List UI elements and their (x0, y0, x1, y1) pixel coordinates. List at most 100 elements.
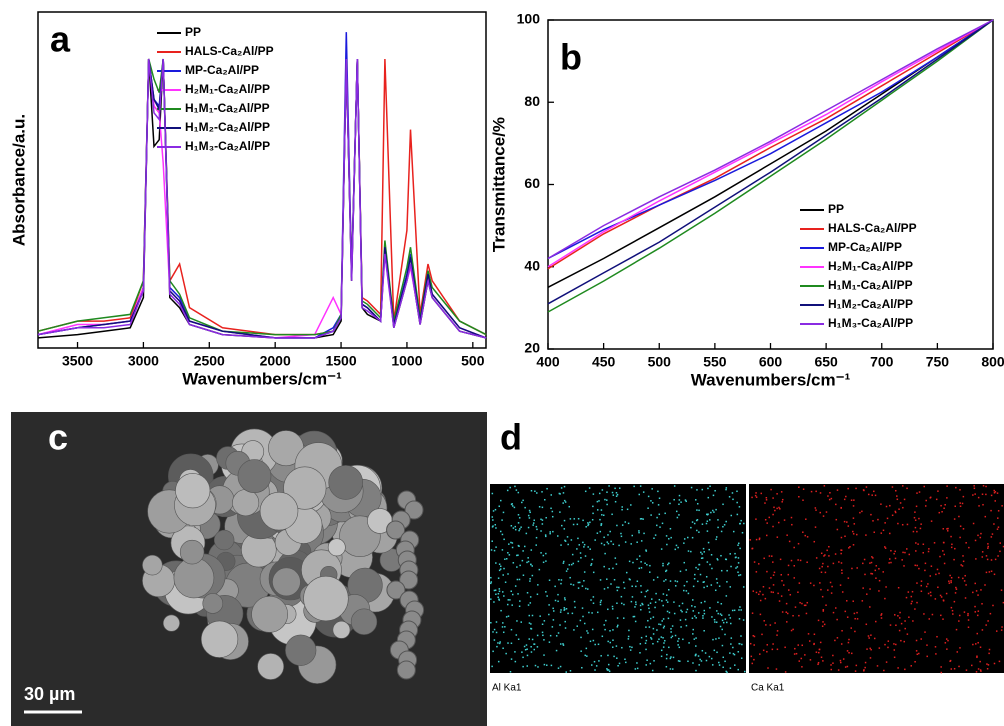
eds-dot (552, 619, 555, 621)
eds-dot (498, 590, 501, 593)
eds-dot (678, 637, 680, 640)
eds-dot (583, 571, 586, 573)
eds-dot (611, 491, 614, 494)
eds-dot (687, 660, 689, 663)
eds-dot (830, 668, 833, 671)
eds-dot (587, 522, 589, 524)
eds-dot (740, 635, 742, 637)
eds-dot (507, 552, 509, 554)
eds-dot (652, 616, 655, 618)
eds-dot (880, 532, 883, 534)
eds-dot (847, 525, 850, 527)
eds-dot (859, 511, 861, 514)
eds-dot (604, 498, 606, 501)
eds-dot (934, 598, 937, 600)
eds-dot (769, 624, 772, 626)
eds-dot (631, 646, 633, 649)
eds-dot (894, 614, 896, 616)
eds-dot (674, 585, 677, 587)
eds-dot (722, 666, 724, 669)
eds-dot (698, 563, 701, 566)
eds-dot (935, 498, 938, 501)
eds-dot (568, 564, 571, 566)
eds-dot (551, 626, 554, 628)
eds-dot (678, 503, 680, 506)
eds-dot (915, 505, 918, 508)
eds-dot (495, 527, 497, 529)
eds-dot (878, 647, 881, 649)
eds-dot (781, 579, 783, 582)
eds-dot (614, 557, 617, 559)
eds-dot (618, 662, 621, 665)
eds-dot (817, 661, 820, 664)
eds-dot (553, 610, 555, 612)
eds-dot (653, 537, 655, 539)
eds-dot (751, 612, 754, 614)
eds-dot (565, 671, 567, 673)
eds-dot (971, 664, 973, 667)
eds-dot (755, 571, 758, 573)
eds-dot (580, 650, 582, 652)
x-tick-label: 1000 (391, 353, 422, 369)
eds-dot (583, 622, 586, 625)
eds-dot (500, 565, 502, 568)
eds-dot (629, 645, 631, 648)
eds-dot (530, 549, 533, 551)
eds-dot (706, 513, 709, 516)
eds-dot (588, 487, 591, 489)
eds-dot (638, 493, 640, 496)
eds-dot (502, 622, 504, 624)
eds-dot (819, 641, 822, 644)
eds-dot (953, 558, 955, 561)
sem-particle (175, 473, 211, 509)
series-line (547, 19, 994, 270)
eds-dot (679, 619, 682, 621)
eds-dot (624, 658, 626, 661)
eds-dot (875, 565, 878, 567)
eds-dot (950, 581, 952, 584)
eds-dot (820, 571, 823, 573)
eds-dot (700, 551, 702, 554)
eds-dot (562, 562, 565, 564)
eds-dot (841, 591, 844, 593)
eds-dot (548, 604, 550, 606)
eds-dot (942, 550, 944, 552)
eds-map (490, 484, 746, 673)
eds-dot (958, 515, 960, 518)
eds-dot (523, 545, 526, 548)
eds-dot (916, 601, 918, 604)
eds-dot (600, 542, 603, 545)
eds-dot (806, 536, 809, 538)
eds-dot (775, 668, 778, 670)
scale-bar-label: 30 µm (24, 684, 75, 704)
eds-dot (591, 558, 594, 561)
eds-dot (685, 611, 688, 613)
eds-dot (678, 605, 681, 607)
eds-dot (803, 604, 806, 607)
eds-dot (620, 602, 623, 605)
eds-dot (607, 534, 609, 536)
eds-dot (819, 582, 821, 584)
eds-dot (793, 577, 796, 579)
eds-dot (673, 485, 676, 487)
eds-dot (522, 574, 525, 576)
eds-dot (558, 579, 560, 581)
eds-dot (784, 646, 786, 649)
eds-dot (620, 595, 623, 598)
eds-dot (703, 609, 706, 612)
eds-dot (801, 602, 803, 605)
eds-dot (636, 558, 638, 560)
eds-dot (977, 594, 979, 596)
eds-dot (821, 565, 823, 568)
eds-dot (642, 491, 645, 493)
eds-dot (914, 526, 917, 529)
eds-dot (940, 671, 943, 674)
eds-dot (517, 522, 520, 524)
eds-dot (830, 497, 833, 500)
eds-dot (922, 543, 925, 546)
eds-dot (856, 567, 858, 569)
eds-dot (962, 495, 965, 498)
eds-dot (605, 619, 607, 622)
eds-dot (804, 604, 807, 607)
